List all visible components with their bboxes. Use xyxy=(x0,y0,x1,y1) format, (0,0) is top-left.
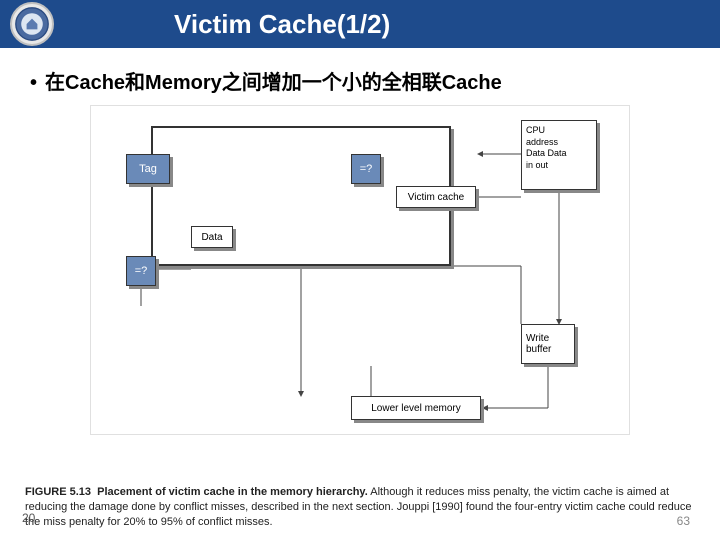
content-area: • 在Cache和Memory之间增加一个小的全相联Cache xyxy=(0,48,720,435)
write-buffer-box: Write buffer xyxy=(521,324,575,364)
diagram-container: Tag Data =? =? Victim cache CPU address … xyxy=(90,105,630,435)
figure-title: Placement of victim cache in the memory … xyxy=(97,486,368,498)
comparator-1-box: =? xyxy=(351,154,381,184)
victim-cache-box: Victim cache xyxy=(396,186,476,208)
tag-box: Tag xyxy=(126,154,170,184)
bullet-text: 在Cache和Memory之间增加一个小的全相联Cache xyxy=(45,72,502,94)
cpu-box: CPU address Data Data in out xyxy=(521,120,597,190)
page-number-left: 20 xyxy=(22,511,35,525)
lower-memory-box: Lower level memory xyxy=(351,396,481,420)
data-box: Data xyxy=(191,226,233,248)
bullet-point: • 在Cache和Memory之间增加一个小的全相联Cache xyxy=(30,66,690,95)
slide-header: Victim Cache(1/2) xyxy=(0,0,720,48)
bullet-dot: • xyxy=(30,72,37,94)
comparator-2-box: =? xyxy=(126,256,156,286)
page-number-right: 63 xyxy=(677,514,690,528)
slide-title: Victim Cache(1/2) xyxy=(174,9,390,40)
university-logo xyxy=(10,2,54,46)
figure-caption: FIGURE 5.13 Placement of victim cache in… xyxy=(25,485,695,530)
figure-label: FIGURE 5.13 xyxy=(25,486,91,498)
